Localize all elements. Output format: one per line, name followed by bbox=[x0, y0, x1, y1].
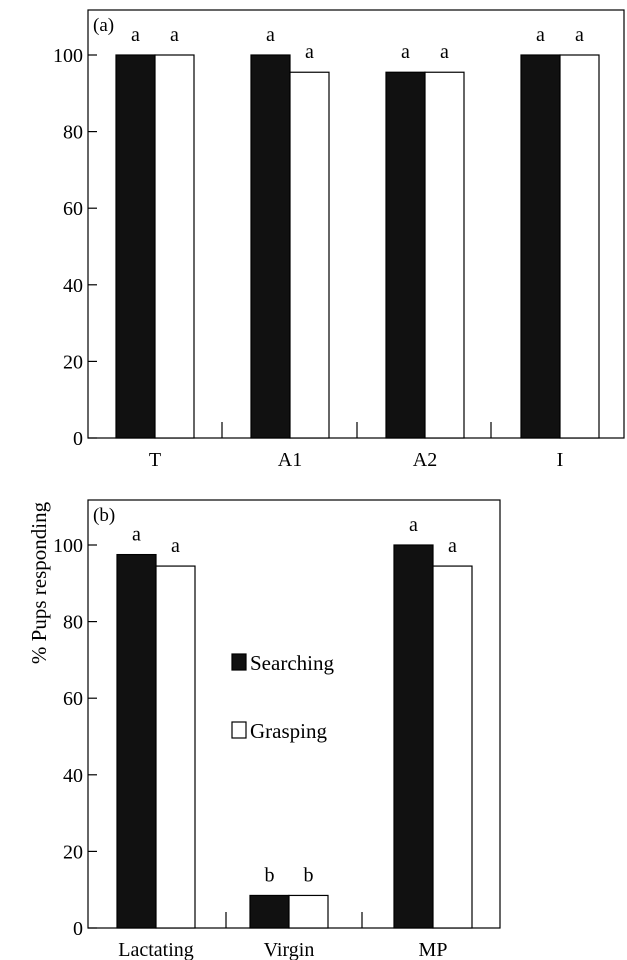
bar-searching-i bbox=[520, 54, 561, 439]
legend-label-grasping: Grasping bbox=[250, 719, 327, 743]
significance-letter: a bbox=[305, 41, 314, 63]
bar-grasping-t bbox=[154, 54, 195, 439]
legend-label-searching: Searching bbox=[250, 651, 334, 675]
bar-grasping-a1 bbox=[289, 71, 330, 439]
x-category-label: MP bbox=[419, 939, 448, 960]
bar-searching-lactating bbox=[116, 553, 157, 929]
bar-grasping-mp bbox=[432, 565, 473, 929]
y-tick-label: 60 bbox=[63, 198, 83, 220]
bar-grasping-a2 bbox=[424, 71, 465, 439]
legend-swatch-grasping bbox=[231, 721, 247, 739]
panel-label: (b) bbox=[93, 505, 115, 526]
significance-letter: a bbox=[131, 24, 140, 46]
y-axis-title: % Pups responding bbox=[27, 501, 51, 664]
bar-searching-a2 bbox=[385, 71, 426, 439]
legend-swatch-searching bbox=[231, 653, 247, 671]
significance-letter: a bbox=[536, 24, 545, 46]
significance-letter: a bbox=[401, 41, 410, 63]
bar-searching-virgin bbox=[249, 894, 290, 929]
y-tick-label: 60 bbox=[63, 688, 83, 710]
x-category-label: I bbox=[557, 449, 564, 471]
significance-letter: a bbox=[575, 24, 584, 46]
x-category-label: T bbox=[149, 449, 161, 471]
bar-searching-t bbox=[115, 54, 156, 439]
x-category-label: Virgin bbox=[264, 939, 315, 960]
bar-grasping-lactating bbox=[155, 565, 196, 929]
panel-label: (a) bbox=[93, 15, 114, 36]
panel-a-chart: (a) 0 20 40 60 80 100 a a Ta a A1 a a A2 a a I bbox=[53, 9, 625, 471]
y-tick-label: 80 bbox=[63, 122, 83, 144]
x-category-label: Lactating bbox=[118, 939, 194, 960]
bar-grasping-virgin bbox=[288, 894, 329, 929]
plot-frame bbox=[87, 9, 625, 439]
y-tick-label: 80 bbox=[63, 612, 83, 634]
y-tick-label: 40 bbox=[63, 275, 83, 297]
x-category-label: A1 bbox=[278, 449, 302, 471]
significance-letter: b bbox=[265, 864, 275, 886]
bar-searching-a1 bbox=[250, 54, 291, 439]
y-tick-label: 0 bbox=[73, 428, 83, 450]
bar-grasping-i bbox=[559, 54, 600, 439]
bar-searching-mp bbox=[393, 544, 434, 929]
significance-letter: a bbox=[440, 41, 449, 63]
y-tick-label: 100 bbox=[53, 535, 83, 557]
y-tick-label: 40 bbox=[63, 765, 83, 787]
y-tick-label: 100 bbox=[53, 45, 83, 67]
panel-b-chart: (b) 0 20 40 60 80 100 a a Lactating b b Virgin a a MP Se… bbox=[53, 499, 501, 960]
significance-letter: a bbox=[132, 524, 141, 546]
significance-letter: a bbox=[170, 24, 179, 46]
significance-letter: b bbox=[304, 864, 314, 886]
y-axis-label: % Pups responding bbox=[27, 501, 51, 664]
y-tick-label: 0 bbox=[73, 918, 83, 940]
significance-letter: a bbox=[266, 24, 275, 46]
significance-letter: a bbox=[448, 535, 457, 557]
significance-letter: a bbox=[171, 535, 180, 557]
y-tick-label: 20 bbox=[63, 841, 83, 863]
y-tick-label: 20 bbox=[63, 351, 83, 373]
x-category-label: A2 bbox=[413, 449, 437, 471]
significance-letter: a bbox=[409, 514, 418, 536]
